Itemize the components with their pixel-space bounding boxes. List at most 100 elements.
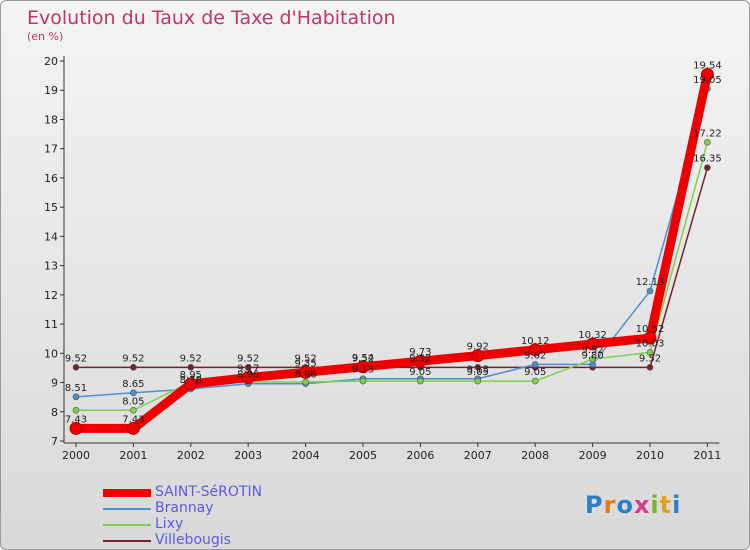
data-point-brannay bbox=[130, 389, 137, 397]
data-point-villebougis bbox=[474, 364, 482, 371]
data-point-saint-s-rotin bbox=[299, 365, 313, 379]
data-label: 7.43 bbox=[65, 414, 87, 425]
y-tick-label: 16 bbox=[44, 172, 58, 185]
y-tick-label: 7 bbox=[51, 435, 58, 448]
legend-swatch-villebougis bbox=[103, 540, 151, 542]
data-point-villebougis bbox=[187, 364, 195, 371]
x-tick-label: 2009 bbox=[579, 449, 607, 462]
data-label: 9.17 bbox=[237, 364, 259, 375]
data-label: 8.78 bbox=[180, 375, 202, 386]
legend-swatch-saint-serotin bbox=[103, 489, 151, 497]
data-label: 8.05 bbox=[122, 396, 144, 407]
logo-letter: x bbox=[633, 491, 651, 519]
data-point-saint-s-rotin bbox=[528, 343, 542, 357]
data-label: 9.73 bbox=[409, 347, 431, 358]
data-label: 8.95 bbox=[180, 370, 202, 381]
legend-swatch-lixy bbox=[103, 524, 151, 526]
data-label: 9.92 bbox=[467, 342, 489, 353]
y-tick-label: 15 bbox=[44, 201, 58, 214]
data-label: 10.32 bbox=[578, 330, 607, 341]
data-point-lixy bbox=[417, 377, 424, 385]
data-label: 9.35 bbox=[294, 358, 316, 369]
data-point-villebougis bbox=[646, 364, 654, 371]
chart-unit-label: (en %) bbox=[27, 30, 64, 43]
data-label: 9.52 bbox=[294, 353, 316, 364]
legend-label-saint-serotin: SAINT-SéROTIN bbox=[155, 484, 263, 500]
data-point-saint-s-rotin bbox=[700, 67, 714, 81]
data-point-lixy bbox=[704, 138, 711, 146]
data-point-lixy bbox=[359, 377, 367, 385]
data-label: 16.35 bbox=[693, 154, 722, 165]
data-label: 9.05 bbox=[524, 367, 546, 378]
data-label: 9.52 bbox=[180, 353, 202, 364]
data-point-lixy bbox=[130, 407, 137, 414]
x-tick-label: 2007 bbox=[464, 449, 492, 462]
data-label: 9.54 bbox=[352, 353, 374, 364]
data-label: 9.05 bbox=[409, 367, 431, 378]
x-tick-label: 2010 bbox=[636, 449, 664, 462]
data-label: 9.52 bbox=[237, 353, 259, 364]
data-point-lixy bbox=[531, 377, 539, 385]
data-label: 9.80 bbox=[581, 350, 603, 361]
data-label: 9.13 bbox=[352, 365, 374, 376]
logo-letter: t bbox=[659, 491, 673, 519]
y-tick-label: 13 bbox=[44, 260, 58, 273]
y-tick-label: 17 bbox=[44, 143, 58, 156]
data-label: 8.96 bbox=[237, 370, 259, 381]
chart-title: Evolution du Taux de Taxe d'Habitation bbox=[27, 7, 396, 29]
data-point-saint-s-rotin bbox=[643, 331, 657, 345]
data-point-brannay bbox=[72, 393, 80, 401]
data-point-saint-s-rotin bbox=[413, 354, 427, 368]
data-point-brannay bbox=[531, 361, 539, 368]
data-label: 8.51 bbox=[65, 383, 87, 394]
x-tick-label: 2002 bbox=[177, 449, 205, 462]
data-point-saint-s-rotin bbox=[69, 421, 83, 435]
data-label: 19.54 bbox=[693, 60, 722, 71]
data-point-lixy bbox=[589, 355, 596, 363]
y-tick-label: 20 bbox=[44, 55, 58, 68]
data-point-saint-s-rotin bbox=[586, 337, 600, 351]
logo-letter: r bbox=[603, 491, 617, 519]
y-tick-label: 14 bbox=[44, 230, 58, 243]
data-label: 19.05 bbox=[693, 75, 722, 86]
proxiti-logo: Proxiti bbox=[585, 491, 681, 519]
data-point-brannay bbox=[646, 287, 654, 295]
data-label: 10.12 bbox=[521, 336, 550, 347]
data-label: 7.43 bbox=[122, 414, 144, 425]
x-tick-label: 2001 bbox=[119, 449, 147, 462]
data-label: 12.13 bbox=[636, 277, 665, 288]
x-tick-label: 2006 bbox=[406, 449, 434, 462]
x-tick-label: 2004 bbox=[292, 449, 320, 462]
y-tick-label: 9 bbox=[51, 377, 58, 390]
logo-letter: P bbox=[585, 491, 604, 519]
series-line-brannay bbox=[75, 88, 709, 398]
data-label: 9.05 bbox=[467, 367, 489, 378]
data-label: 9.52 bbox=[581, 345, 603, 356]
data-label: 10.03 bbox=[636, 338, 665, 349]
legend-label-brannay: Brannay bbox=[155, 500, 214, 516]
data-label: 9.52 bbox=[352, 353, 374, 364]
series-line-saint-s-rotin bbox=[71, 69, 712, 433]
data-label: 9.62 bbox=[524, 350, 546, 361]
x-tick-label: 2008 bbox=[521, 449, 549, 462]
data-point-saint-s-rotin bbox=[184, 377, 198, 391]
data-point-saint-s-rotin bbox=[241, 371, 255, 385]
data-point-saint-s-rotin bbox=[471, 349, 485, 363]
y-tick-label: 18 bbox=[44, 113, 58, 126]
legend-swatch-brannay bbox=[103, 508, 151, 510]
data-point-lixy bbox=[72, 407, 80, 414]
data-point-villebougis bbox=[72, 364, 80, 371]
legend-label-lixy: Lixy bbox=[155, 516, 184, 532]
data-point-lixy bbox=[646, 349, 654, 356]
data-point-villebougis bbox=[704, 164, 711, 171]
series-line-lixy bbox=[75, 141, 709, 412]
legend-label-villebougis: Villebougis bbox=[155, 532, 231, 548]
y-tick-label: 8 bbox=[51, 406, 58, 419]
data-label: 10.52 bbox=[636, 324, 665, 335]
y-tick-label: 12 bbox=[44, 289, 58, 302]
logo-letter: i bbox=[672, 491, 682, 519]
data-label: 9.52 bbox=[409, 353, 431, 364]
x-tick-label: 2000 bbox=[62, 449, 90, 462]
